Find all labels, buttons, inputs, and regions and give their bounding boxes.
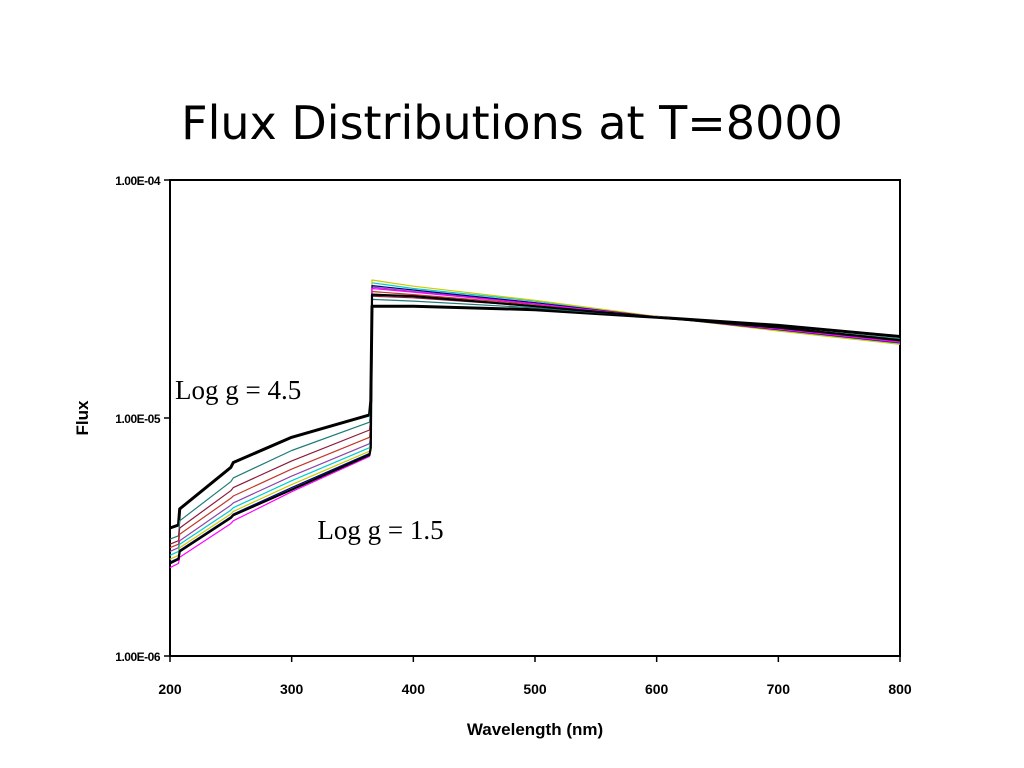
y-axis-title: Flux: [73, 400, 92, 435]
series-line-10: [169, 293, 901, 565]
annotation-label-2: Log g = 1.5: [317, 515, 443, 545]
x-axis-title: Wavelength (nm): [467, 720, 603, 739]
x-tick-label: 600: [645, 681, 669, 697]
y-tick-label: 1.00E-06: [115, 650, 161, 664]
x-tick-label: 200: [158, 681, 182, 697]
series-layer: [169, 279, 901, 569]
x-tick-label: 800: [888, 681, 912, 697]
x-tick-label: 300: [280, 681, 304, 697]
y-tick-label: 1.00E-05: [115, 412, 161, 426]
y-tick-label: 1.00E-04: [115, 174, 161, 188]
x-tick-label: 700: [767, 681, 791, 697]
axis-layer: 200 300 400 500 600 700 800 1.00E-06 1.00E-05 1.0…: [115, 174, 912, 697]
plot-area-frame: [169, 179, 901, 657]
annotation-label-1: Log g = 4.5: [175, 375, 301, 405]
annotation-layer: Log g = 4.5 Log g = 1.5: [175, 375, 444, 545]
x-tick-label: 400: [402, 681, 426, 697]
slide-title: Flux Distributions at T=8000: [181, 96, 843, 150]
x-tick-label: 500: [523, 681, 547, 697]
